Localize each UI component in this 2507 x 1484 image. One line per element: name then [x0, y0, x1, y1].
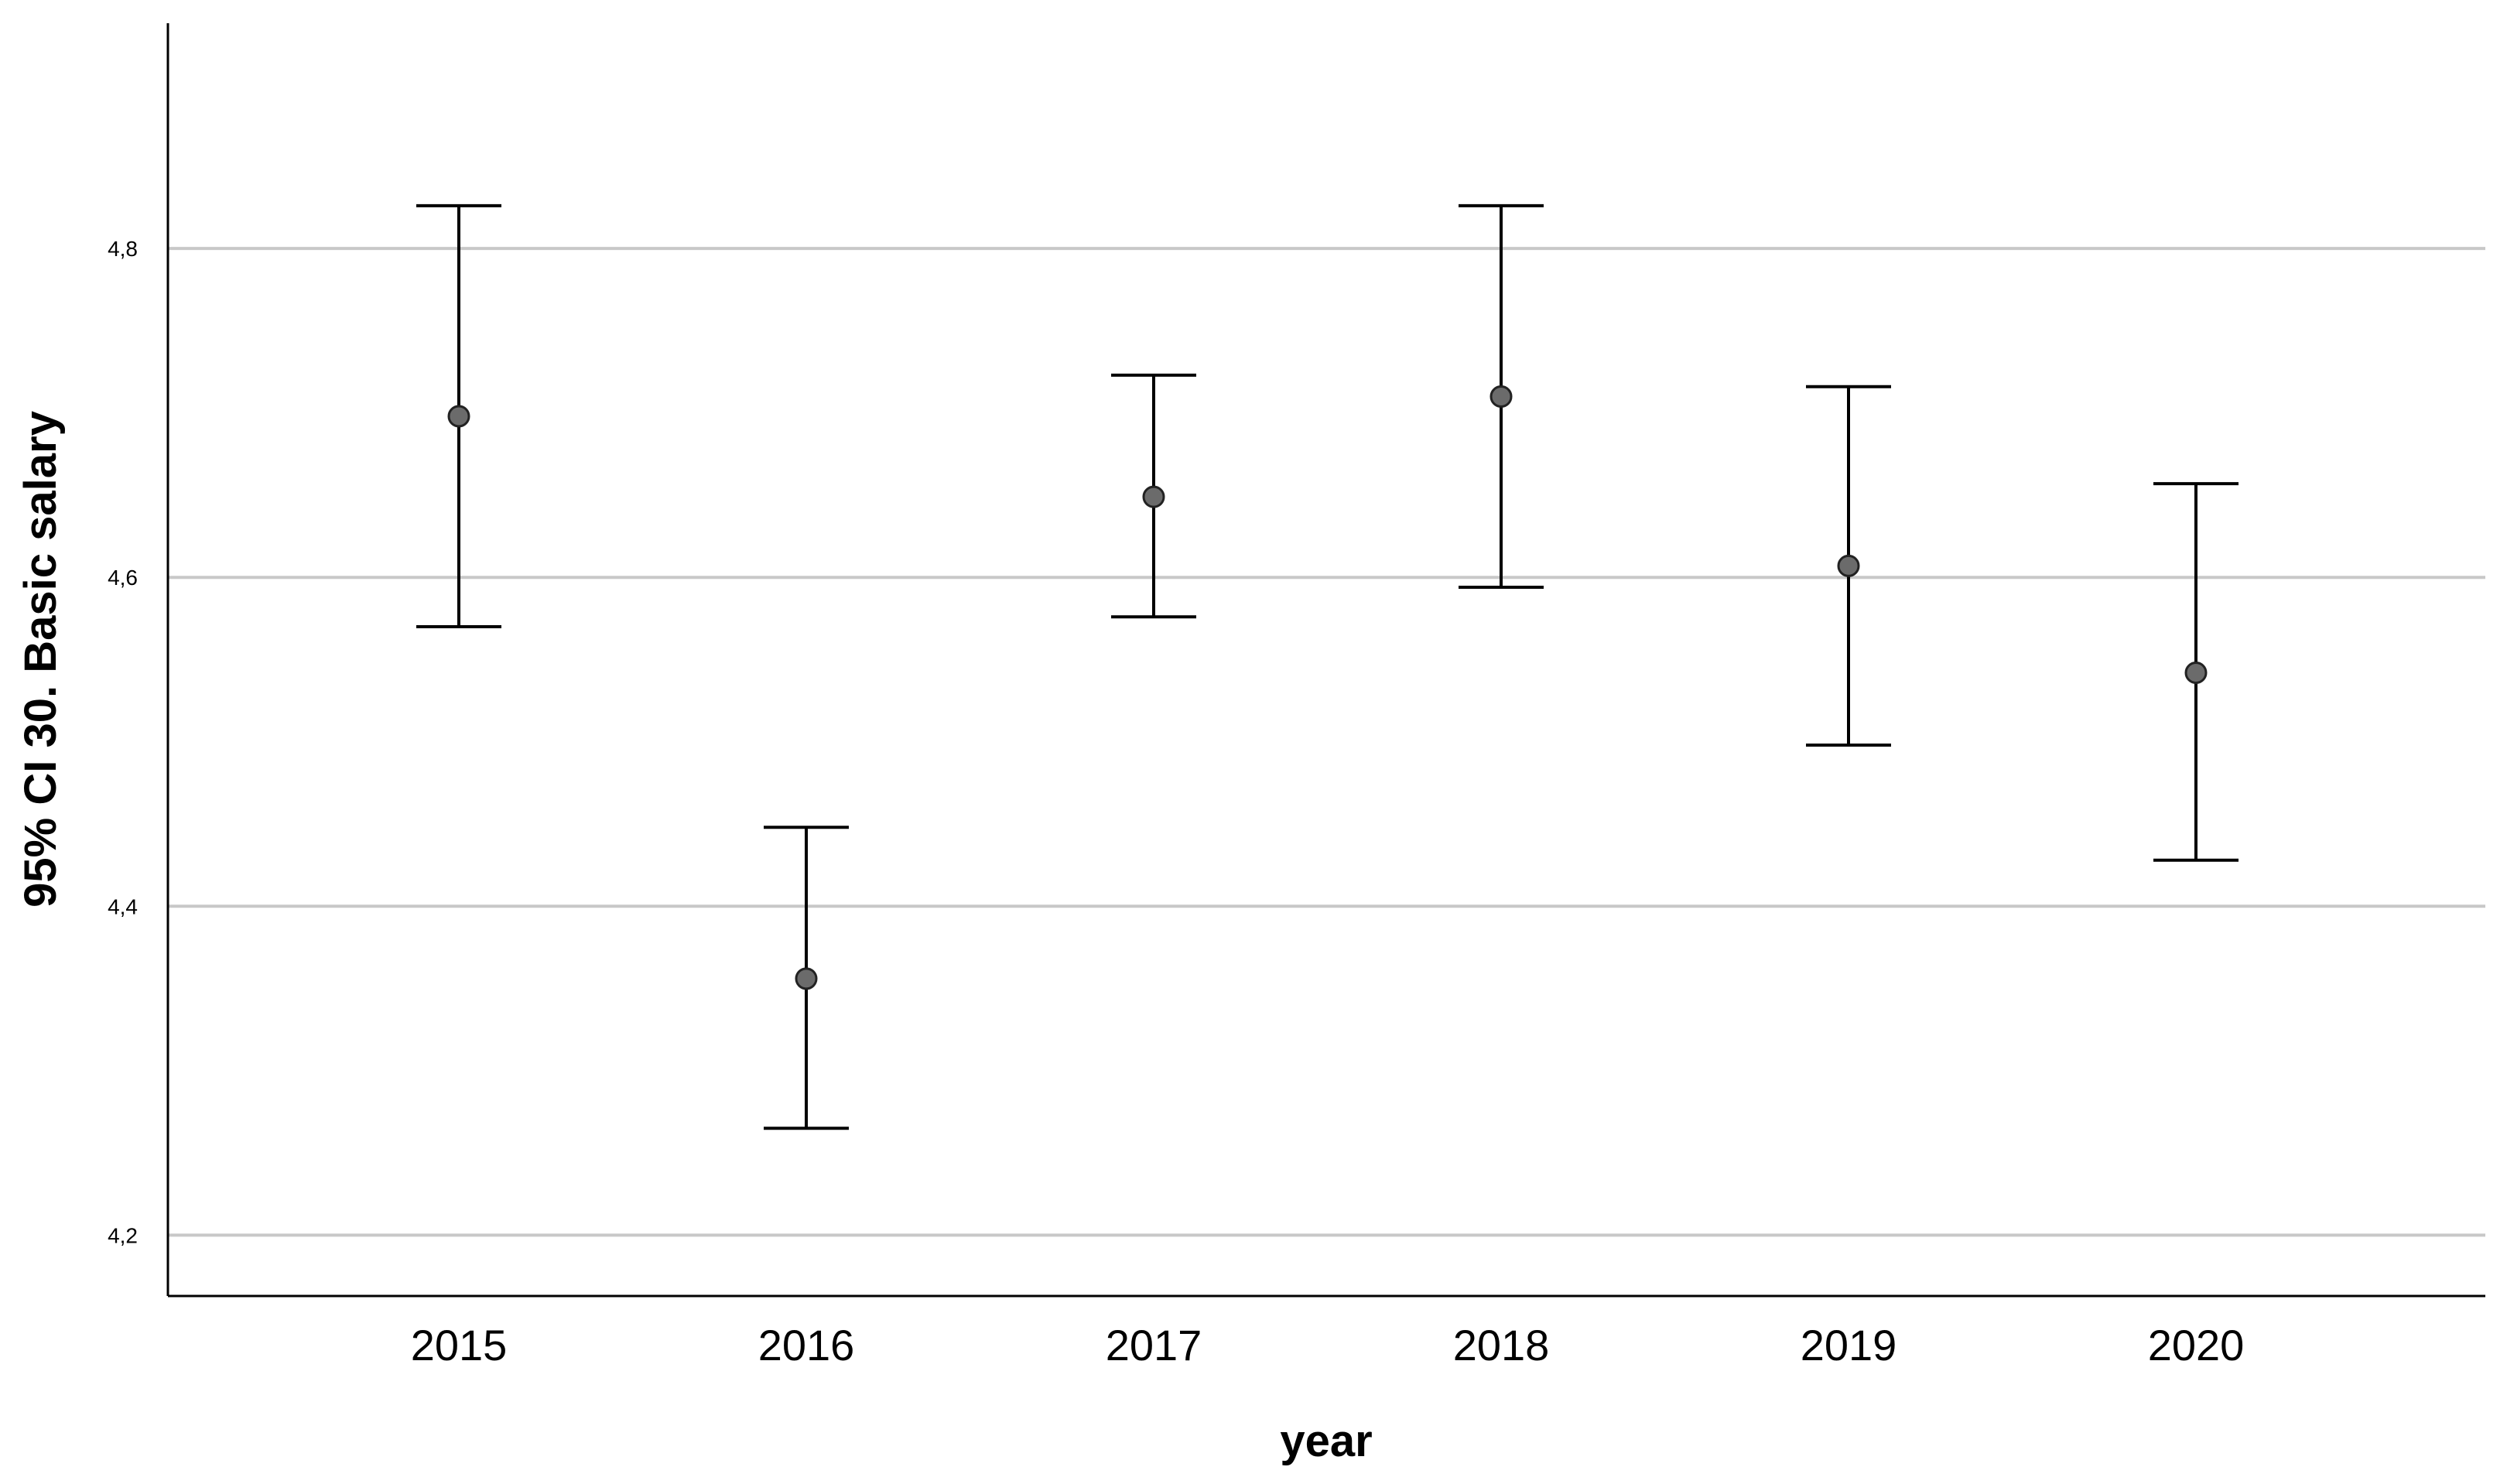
y-tick-labels: 4,2 4,4 4,6 4,8 — [108, 237, 138, 1247]
error-bar-2018 — [1459, 203, 1544, 589]
x-axis-title: year — [1280, 1416, 1372, 1466]
mean-point — [1837, 554, 1860, 577]
x-tick-label: 2015 — [411, 1321, 508, 1369]
error-bar-2016 — [764, 826, 849, 1130]
y-axis-title: 95% CI 30. Basic salary — [15, 411, 66, 908]
y-tick-label: 4,6 — [108, 566, 138, 590]
error-bar-2015 — [416, 203, 501, 628]
x-tick-label: 2016 — [758, 1321, 855, 1369]
mean-point — [1142, 485, 1165, 508]
y-tick-label: 4,8 — [108, 237, 138, 261]
mean-point — [795, 967, 818, 990]
error-bar-2017 — [1111, 373, 1196, 619]
x-tick-label: 2020 — [2148, 1321, 2245, 1369]
x-tick-labels: 2015 2016 2017 2018 2019 2020 — [411, 1321, 2245, 1369]
axes — [166, 23, 2485, 1298]
gridlines — [168, 247, 2485, 1237]
mean-point — [1489, 385, 1513, 408]
error-bars-series — [416, 203, 2239, 1130]
mean-point — [447, 405, 470, 428]
y-tick-label: 4,2 — [108, 1223, 138, 1247]
y-tick-label: 4,4 — [108, 894, 138, 918]
error-bar-2020 — [2153, 482, 2239, 862]
error-bar-2019 — [1806, 385, 1891, 747]
x-tick-label: 2019 — [1801, 1321, 1897, 1369]
x-tick-label: 2018 — [1453, 1321, 1550, 1369]
x-tick-label: 2017 — [1106, 1321, 1202, 1369]
mean-point — [2184, 662, 2208, 685]
